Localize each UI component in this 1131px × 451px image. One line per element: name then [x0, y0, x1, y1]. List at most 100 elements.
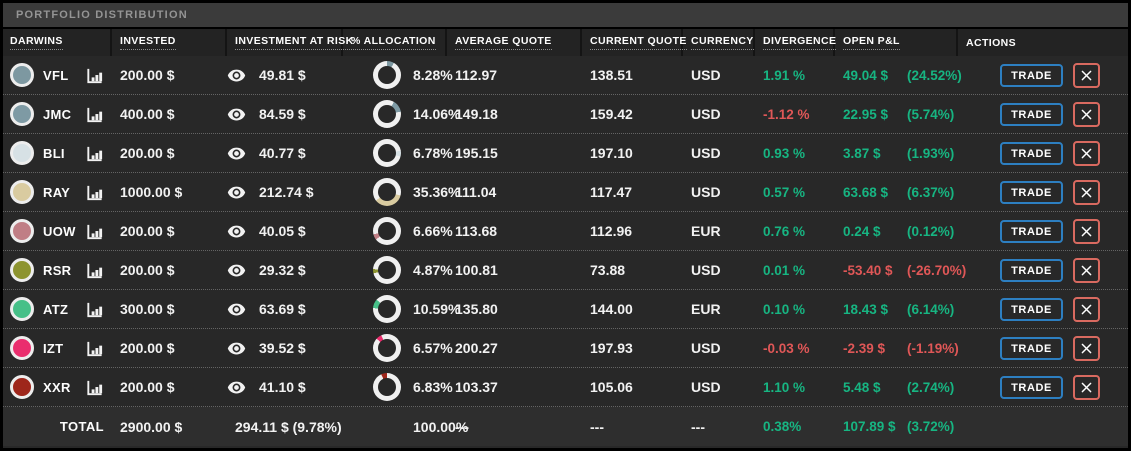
allocation-donut — [373, 139, 401, 167]
trade-button[interactable]: TRADE — [1000, 219, 1063, 243]
column-header-invested[interactable]: INVESTED — [112, 29, 227, 56]
close-icon — [1081, 343, 1092, 353]
close-icon — [1081, 187, 1092, 197]
chart-icon[interactable] — [85, 261, 104, 280]
column-header-investment-at-risk[interactable]: INVESTMENT AT RISK — [227, 29, 354, 56]
chart-icon[interactable] — [85, 66, 104, 85]
current-quote-value: 112.96 — [590, 223, 633, 239]
currency-value: USD — [691, 379, 721, 395]
darwin-name: XXR — [43, 379, 71, 395]
darwin-name: JMC — [43, 106, 72, 122]
chart-icon[interactable] — [85, 300, 104, 319]
currency-value: USD — [691, 106, 721, 122]
allocation-value: 6.57% — [413, 340, 453, 356]
risk-value: 49.81 $ — [259, 67, 306, 83]
chart-icon[interactable] — [85, 378, 104, 397]
currency-value: USD — [691, 67, 721, 83]
eye-icon[interactable] — [227, 380, 246, 395]
chart-icon[interactable] — [85, 222, 104, 241]
pl-value: 0.24 $ — [843, 223, 881, 239]
column-header-allocation[interactable]: % ALLOCATION — [343, 29, 447, 56]
trade-button[interactable]: TRADE — [1000, 375, 1063, 399]
close-button[interactable] — [1073, 374, 1100, 400]
darwin-name: BLI — [43, 145, 65, 161]
invested-value: 200.00 $ — [120, 340, 175, 356]
eye-icon[interactable] — [227, 146, 246, 161]
pl-percent: (-26.70%) — [907, 262, 967, 278]
donut-hole — [378, 105, 396, 123]
close-button[interactable] — [1073, 257, 1100, 283]
darwin-name: ATZ — [43, 301, 69, 317]
column-header-divergence[interactable]: DIVERGENCE — [755, 29, 837, 56]
chart-icon[interactable] — [85, 144, 104, 163]
donut-hole — [378, 300, 396, 318]
chart-icon[interactable] — [85, 183, 104, 202]
total-divergence: 0.38% — [763, 419, 802, 434]
allocation-donut — [373, 61, 401, 89]
panel-title: PORTFOLIO DISTRIBUTION — [16, 9, 188, 21]
trade-button[interactable]: TRADE — [1000, 297, 1063, 321]
donut-hole — [378, 222, 396, 240]
invested-value: 1000.00 $ — [120, 184, 183, 200]
pl-value: 49.04 $ — [843, 67, 889, 83]
darwin-avatar — [10, 297, 34, 321]
eye-icon[interactable] — [227, 185, 246, 200]
close-button[interactable] — [1073, 179, 1100, 205]
trade-button[interactable]: TRADE — [1000, 102, 1063, 126]
total-average-quote: --- — [455, 418, 469, 435]
invested-value: 200.00 $ — [120, 67, 175, 83]
close-button[interactable] — [1073, 335, 1100, 361]
allocation-donut — [373, 100, 401, 128]
eye-icon[interactable] — [227, 107, 246, 122]
total-current-quote: --- — [590, 418, 604, 435]
trade-button[interactable]: TRADE — [1000, 141, 1063, 165]
pl-value: 5.48 $ — [843, 379, 881, 395]
trade-button[interactable]: TRADE — [1000, 63, 1063, 87]
eye-icon[interactable] — [227, 224, 246, 239]
eye-icon[interactable] — [227, 263, 246, 278]
average-quote-value: 195.15 — [455, 145, 498, 161]
invested-value: 200.00 $ — [120, 223, 175, 239]
close-button[interactable] — [1073, 218, 1100, 244]
total-allocation: 100.00% — [413, 418, 469, 435]
pl-percent: (24.52%) — [907, 67, 962, 83]
darwin-name: UOW — [43, 223, 76, 239]
column-header-open-pl[interactable]: OPEN P&L — [835, 29, 958, 56]
current-quote-value: 73.88 — [590, 262, 626, 278]
close-button[interactable] — [1073, 101, 1100, 127]
column-header-current-quote[interactable]: CURRENT QUOTE — [582, 29, 687, 56]
column-header-darwins[interactable]: DARWINS — [3, 29, 112, 56]
close-button[interactable] — [1073, 140, 1100, 166]
currency-value: EUR — [691, 223, 721, 239]
close-icon — [1081, 304, 1092, 314]
trade-button[interactable]: TRADE — [1000, 336, 1063, 360]
darwin-name: IZT — [43, 340, 64, 356]
column-header-currency[interactable]: CURRENCY — [683, 29, 755, 56]
darwin-avatar — [10, 180, 34, 204]
donut-hole — [378, 261, 396, 279]
close-button[interactable] — [1073, 62, 1100, 88]
divergence-value: 0.10 % — [763, 301, 806, 317]
allocation-donut — [373, 334, 401, 362]
total-row: TOTAL 2900.00 $ 294.11 $ (9.78%) 100.00%… — [3, 407, 1128, 446]
pl-value: 22.95 $ — [843, 106, 889, 122]
eye-icon[interactable] — [227, 341, 246, 356]
trade-button[interactable]: TRADE — [1000, 258, 1063, 282]
total-invested: 2900.00 $ — [120, 418, 183, 435]
divergence-value: 1.10 % — [763, 379, 806, 395]
column-header-average-quote[interactable]: AVERAGE QUOTE — [447, 29, 582, 56]
trade-button[interactable]: TRADE — [1000, 180, 1063, 204]
pl-percent: (1.93%) — [907, 145, 955, 161]
donut-hole — [378, 66, 396, 84]
eye-icon[interactable] — [227, 302, 246, 317]
average-quote-value: 113.68 — [455, 223, 498, 239]
risk-value: 40.05 $ — [259, 223, 306, 239]
close-button[interactable] — [1073, 296, 1100, 322]
chart-icon[interactable] — [85, 105, 104, 124]
eye-icon[interactable] — [227, 68, 246, 83]
divergence-value: 0.01 % — [763, 262, 806, 278]
current-quote-value: 197.10 — [590, 145, 633, 161]
chart-icon[interactable] — [85, 339, 104, 358]
allocation-value: 14.06% — [413, 106, 461, 122]
